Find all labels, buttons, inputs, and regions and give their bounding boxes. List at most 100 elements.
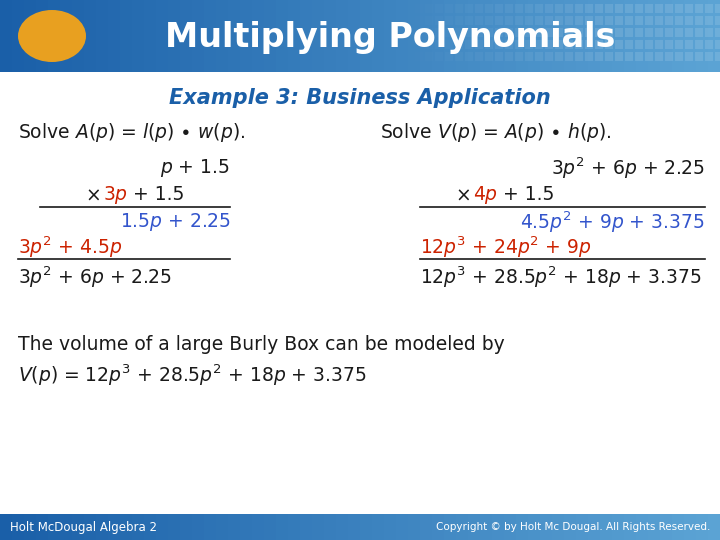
Bar (485, 52, 493, 61)
Bar (444, 0, 456, 72)
Bar (528, 514, 540, 540)
Bar (635, 40, 643, 49)
Bar (504, 514, 516, 540)
Bar (565, 4, 573, 13)
Bar (655, 4, 663, 13)
Bar (665, 40, 673, 49)
Bar (516, 514, 528, 540)
Bar (575, 28, 583, 37)
Bar (300, 514, 312, 540)
Text: Holt McDougal Algebra 2: Holt McDougal Algebra 2 (10, 521, 157, 534)
Bar (465, 52, 473, 61)
Bar (0, 514, 720, 540)
Bar (405, 16, 413, 25)
Bar (615, 52, 623, 61)
Bar (408, 0, 420, 72)
Bar (456, 0, 468, 72)
Bar (635, 52, 643, 61)
Bar (665, 4, 673, 13)
Bar (695, 28, 703, 37)
Bar (455, 4, 463, 13)
Bar (435, 16, 443, 25)
Bar (624, 0, 636, 72)
Bar (588, 514, 600, 540)
Bar (715, 16, 720, 25)
Bar (108, 514, 120, 540)
Bar (505, 28, 513, 37)
Text: $\mathit{4p}$: $\mathit{4p}$ (473, 184, 498, 206)
Bar (615, 40, 623, 49)
Bar (120, 514, 132, 540)
Bar (624, 514, 636, 540)
Bar (445, 40, 453, 49)
Bar (228, 0, 240, 72)
Bar (576, 0, 588, 72)
Bar (425, 52, 433, 61)
Bar (648, 514, 660, 540)
Bar (492, 0, 504, 72)
Bar (564, 514, 576, 540)
Bar (564, 0, 576, 72)
Bar (655, 52, 663, 61)
Bar (565, 40, 573, 49)
Bar (405, 28, 413, 37)
Bar (435, 52, 443, 61)
Bar (576, 514, 588, 540)
Bar (535, 16, 543, 25)
Bar (705, 52, 713, 61)
Bar (525, 28, 533, 37)
Bar (675, 4, 683, 13)
Bar (348, 0, 360, 72)
Bar (615, 4, 623, 13)
Bar (685, 4, 693, 13)
Bar (84, 514, 96, 540)
Bar (144, 514, 156, 540)
Bar (605, 40, 613, 49)
Bar (425, 16, 433, 25)
Bar (708, 0, 720, 72)
Text: Copyright © by Holt Mc Dougal. All Rights Reserved.: Copyright © by Holt Mc Dougal. All Right… (436, 522, 710, 532)
Bar (715, 40, 720, 49)
Bar (565, 16, 573, 25)
Bar (48, 514, 60, 540)
Bar (455, 52, 463, 61)
Bar (605, 4, 613, 13)
Bar (665, 52, 673, 61)
Bar (545, 52, 553, 61)
Bar (372, 0, 384, 72)
Bar (625, 16, 633, 25)
Bar (336, 514, 348, 540)
Bar (525, 52, 533, 61)
Bar (415, 40, 423, 49)
Bar (600, 514, 612, 540)
Bar (585, 4, 593, 13)
Bar (625, 4, 633, 13)
Bar (444, 514, 456, 540)
Text: Multiplying Polynomials: Multiplying Polynomials (165, 22, 615, 55)
Bar (264, 514, 276, 540)
Bar (445, 4, 453, 13)
Bar (276, 0, 288, 72)
Bar (495, 16, 503, 25)
Bar (645, 52, 653, 61)
Bar (625, 28, 633, 37)
Text: $\times$: $\times$ (85, 186, 100, 205)
Bar (715, 4, 720, 13)
Bar (475, 40, 483, 49)
Bar (660, 514, 672, 540)
Bar (685, 52, 693, 61)
Bar (252, 514, 264, 540)
Bar (705, 40, 713, 49)
Bar (645, 28, 653, 37)
Bar (468, 0, 480, 72)
Text: Solve $A(p)$ = $\mathit{l}(p)$ $\bullet$ $\mathit{w}(p)$.: Solve $A(p)$ = $\mathit{l}(p)$ $\bullet$… (18, 122, 246, 145)
Bar (648, 0, 660, 72)
Bar (528, 0, 540, 72)
Bar (495, 52, 503, 61)
Bar (612, 0, 624, 72)
Bar (585, 40, 593, 49)
Bar (435, 40, 443, 49)
Bar (425, 40, 433, 49)
Bar (384, 0, 396, 72)
Bar (685, 28, 693, 37)
